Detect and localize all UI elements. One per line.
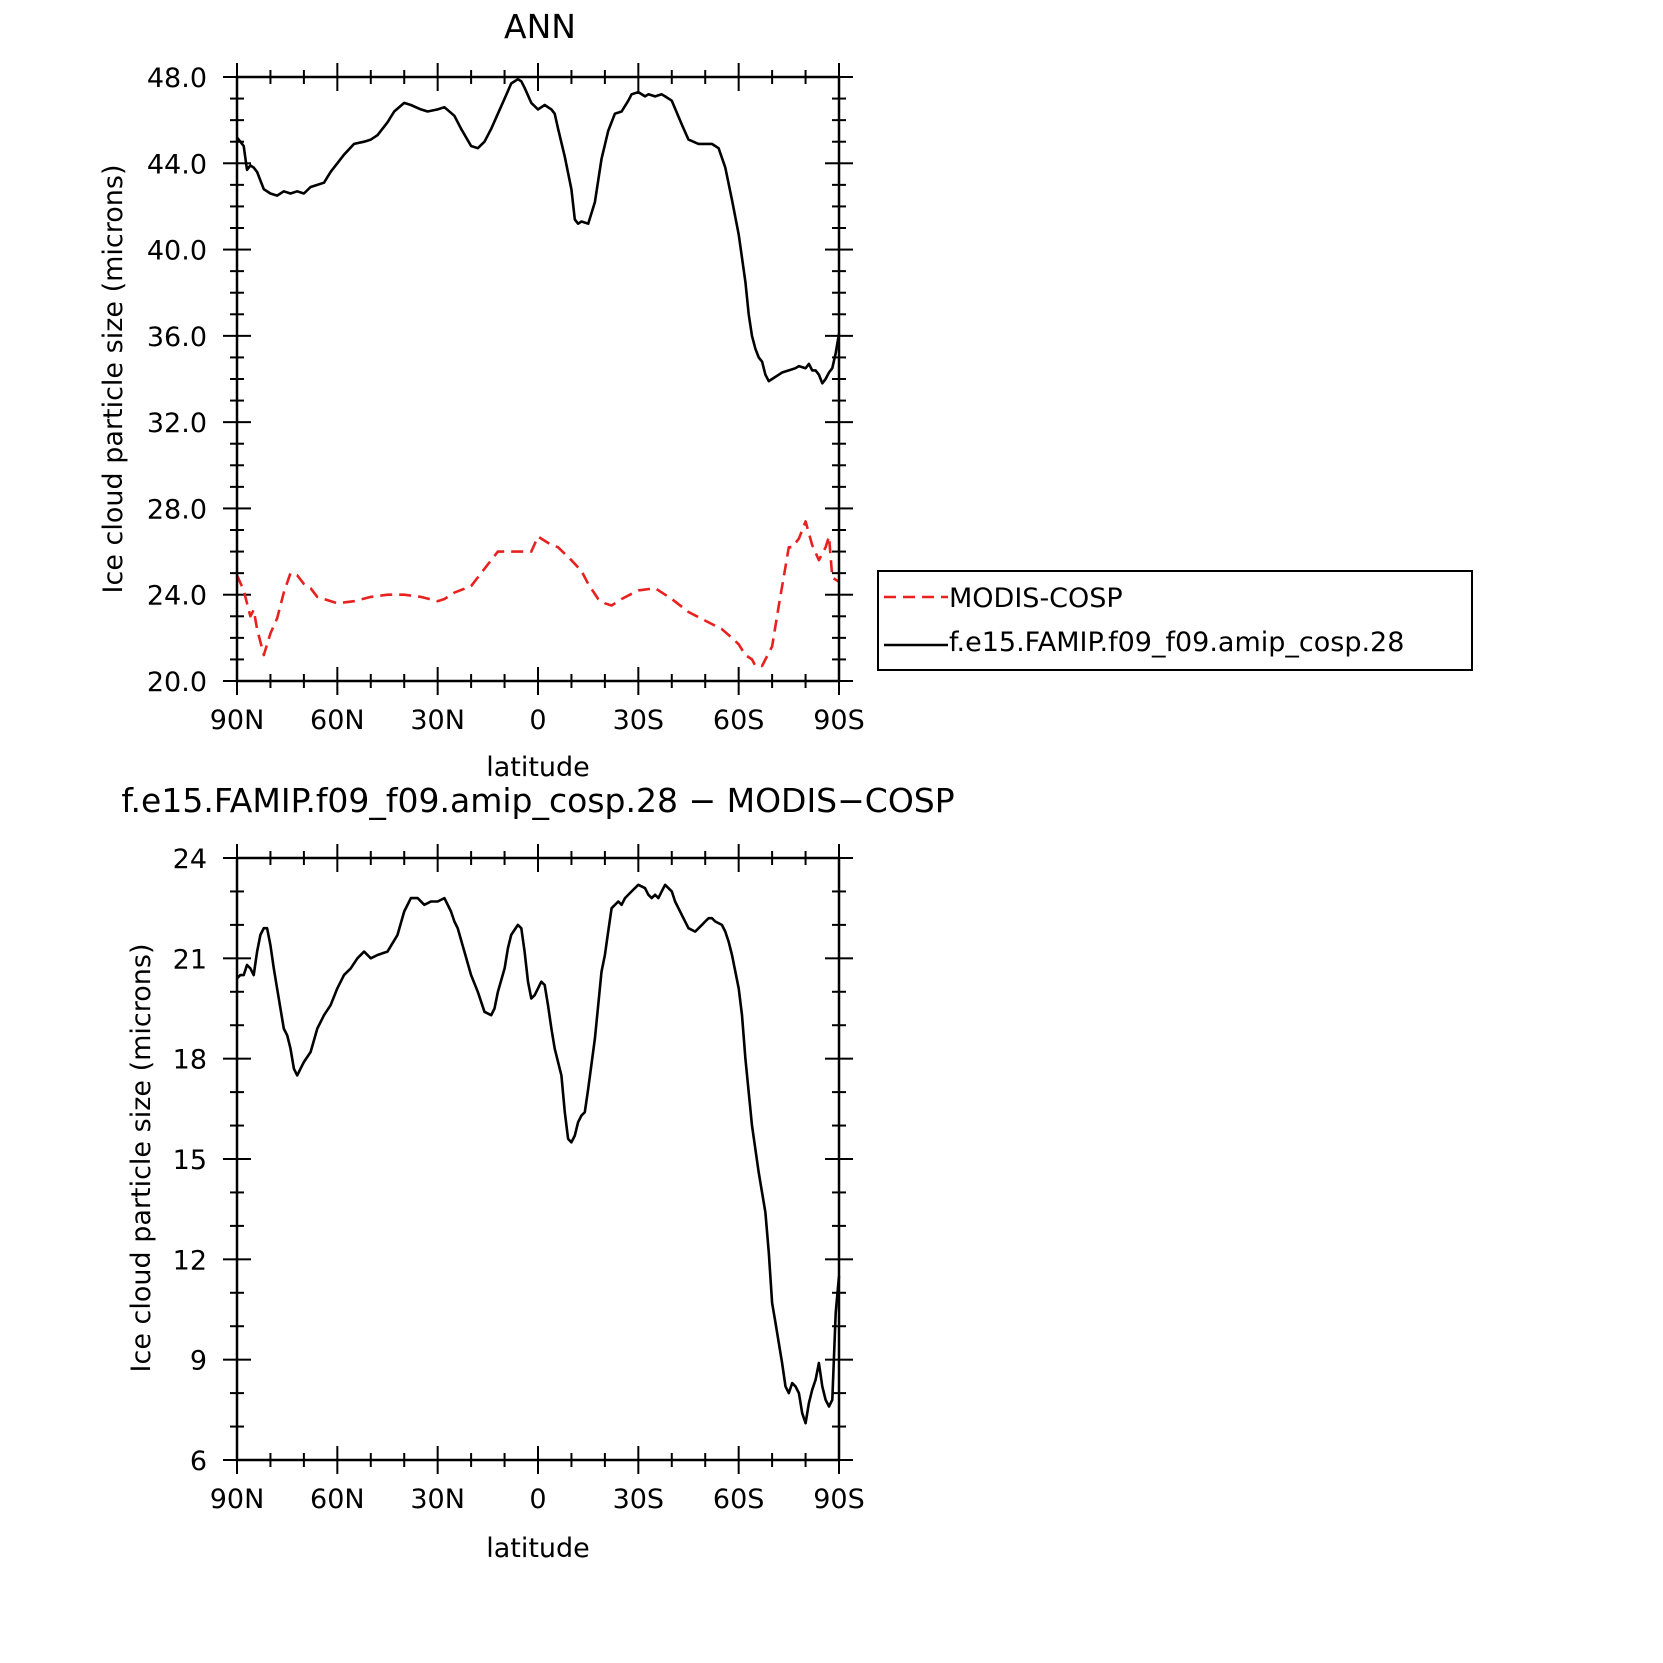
top-ticks [223, 63, 853, 695]
y-tick-label: 28.0 [147, 494, 207, 525]
legend-box [877, 570, 1473, 671]
x-tick-label: 90S [813, 705, 865, 736]
top-panel: ANN 90N 60N 30N 0 30S 60S 90S 20.0 24.0 28.0 32.0… [98, 7, 1473, 783]
x-tick-label: 30N [410, 1484, 465, 1515]
y-tick-label: 20.0 [147, 667, 207, 698]
x-tick-label: 90N [210, 1484, 265, 1515]
y-tick-label: 32.0 [147, 408, 207, 439]
y-tick-label: 24 [173, 844, 207, 875]
x-tick-label: 30S [613, 705, 665, 736]
x-tick-label: 60N [310, 1484, 365, 1515]
x-tick-label: 0 [529, 705, 546, 736]
y-tick-label: 6 [190, 1446, 207, 1477]
bottom-chart-title: f.e15.FAMIP.f09_f09.amip_cosp.28 − MODIS… [121, 781, 954, 820]
x-tick-label: 60S [713, 1484, 765, 1515]
bottom-x-tick-labels: 90N 60N 30N 0 30S 60S 90S [210, 1484, 865, 1515]
y-tick-label: 48.0 [147, 63, 207, 94]
bottom-plot-frame [235, 856, 841, 1462]
series-line-difference [236, 883, 841, 1425]
bottom-series [236, 883, 841, 1425]
y-tick-label: 15 [173, 1145, 207, 1176]
top-plot-frame [235, 75, 841, 683]
x-tick-label: 90N [210, 705, 265, 736]
y-tick-label: 21 [173, 944, 207, 975]
legend-label-modis-cosp: MODIS-COSP [949, 583, 1123, 614]
x-tick-label: 60S [713, 705, 765, 736]
x-tick-label: 0 [529, 1484, 546, 1515]
bottom-x-axis-label: latitude [486, 1533, 590, 1564]
x-tick-label: 60N [310, 705, 365, 736]
top-x-tick-labels: 90N 60N 30N 0 30S 60S 90S [210, 705, 865, 736]
y-tick-label: 12 [173, 1245, 207, 1276]
top-series [235, 77, 841, 668]
top-chart-title: ANN [504, 7, 576, 46]
x-tick-label: 30S [613, 1484, 665, 1515]
top-y-axis-label: Ice cloud particle size (microns) [98, 165, 129, 594]
top-y-tick-labels: 20.0 24.0 28.0 32.0 36.0 40.0 44.0 48.0 [147, 63, 207, 698]
bottom-y-axis-label: Ice cloud particle size (microns) [126, 944, 157, 1373]
bottom-y-tick-labels: 6 9 12 15 18 21 24 [173, 844, 207, 1477]
series-line-modis-cosp [235, 520, 840, 668]
y-tick-label: 44.0 [147, 149, 207, 180]
bottom-panel: f.e15.FAMIP.f09_f09.amip_cosp.28 − MODIS… [121, 781, 954, 1564]
legend-label-model: f.e15.FAMIP.f09_f09.amip_cosp.28 [949, 627, 1404, 658]
top-x-axis-label: latitude [486, 752, 590, 783]
y-tick-label: 9 [190, 1346, 207, 1377]
series-line-f-e15-famip-f09-f09-amip-cosp-28 [235, 77, 841, 385]
y-tick-label: 24.0 [147, 581, 207, 612]
y-tick-label: 18 [173, 1045, 207, 1076]
bottom-ticks [223, 844, 853, 1474]
y-tick-label: 36.0 [147, 322, 207, 353]
x-tick-label: 30N [410, 705, 465, 736]
y-tick-label: 40.0 [147, 236, 207, 267]
legend: MODIS-COSP f.e15.FAMIP.f09_f09.amip_cosp… [877, 570, 1473, 671]
x-tick-label: 90S [813, 1484, 865, 1515]
